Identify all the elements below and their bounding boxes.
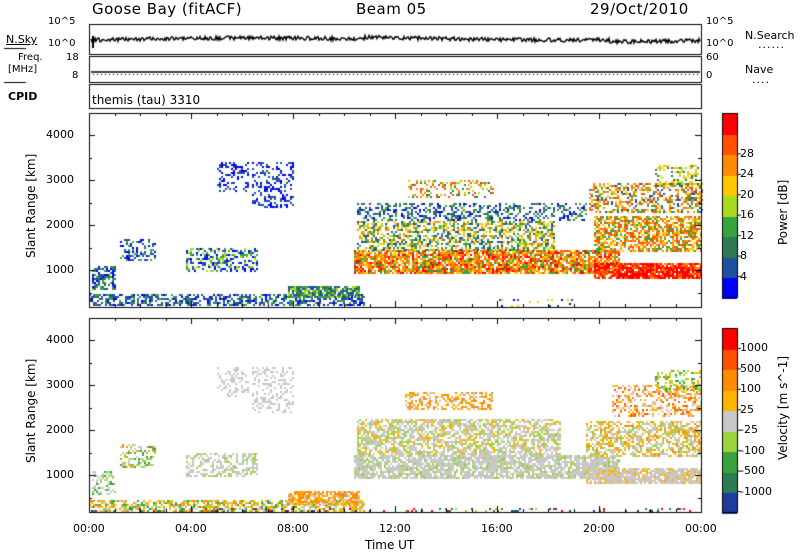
nave-tick-top: 60 xyxy=(706,52,719,63)
nsearch-legend-dots: ...... xyxy=(758,38,785,51)
x-tick-label: 00:00 xyxy=(73,522,105,535)
y-tick-label: 4000 xyxy=(46,127,74,141)
nave-tick-bottom: 0 xyxy=(706,70,713,81)
beam-title: Beam 05 xyxy=(356,0,427,18)
date-title: 29/Oct/2010 xyxy=(590,0,689,18)
nsearch-label: N.Search xyxy=(745,29,795,42)
noise-tick-top-left: 10^5 xyxy=(48,16,76,27)
y-tick-label: 1000 xyxy=(46,467,74,481)
colorbar-tick-label: 4 xyxy=(740,270,747,283)
colorbar-tick-label: -25 xyxy=(740,423,758,436)
x-axis-label: Time UT xyxy=(365,538,415,552)
station-title: Goose Bay (fitACF) xyxy=(92,0,243,18)
x-tick-label: 00:00 xyxy=(685,522,717,535)
colorbar-tick-label: 25 xyxy=(740,403,754,416)
colorbar-tick-label: 1000 xyxy=(740,341,768,354)
colorbar-tick-label: 100 xyxy=(740,382,761,395)
noise-tick-bottom-left: 10^0 xyxy=(48,38,76,49)
x-tick-label: 16:00 xyxy=(481,522,513,535)
freq-tick-top: 18 xyxy=(66,52,79,63)
colorbar-tick-label: 20 xyxy=(740,188,754,201)
colorbar-tick-label: 24 xyxy=(740,167,754,180)
colorbar-tick-label: 28 xyxy=(740,147,754,160)
y-tick-label: 4000 xyxy=(46,332,74,346)
nave-label: Nave xyxy=(745,63,774,76)
y-tick-label: 3000 xyxy=(46,377,74,391)
colorbar-tick-label: 8 xyxy=(740,249,747,262)
y-tick-label: 1000 xyxy=(46,262,74,276)
cpid-value: themis (tau) 3310 xyxy=(92,93,201,107)
colorbar-title: Velocity [m s^-1] xyxy=(776,355,790,460)
colorbar-tick-label: -1000 xyxy=(740,485,772,498)
y-tick-label: 2000 xyxy=(46,217,74,231)
y-axis-label: Slant Range [km] xyxy=(24,358,38,463)
noise-tick-top-right: 10^5 xyxy=(706,16,734,27)
freq-tick-bottom: 8 xyxy=(72,70,79,81)
y-tick-label: 3000 xyxy=(46,172,74,186)
colorbar-tick-label: -500 xyxy=(740,464,765,477)
colorbar-title: Power [dB] xyxy=(776,179,790,245)
freq-unit-label: [MHz] xyxy=(8,64,38,75)
freq-label: Freq. xyxy=(18,52,43,63)
x-tick-label: 20:00 xyxy=(583,522,615,535)
nsky-label: N.Sky xyxy=(6,33,38,46)
x-tick-label: 12:00 xyxy=(379,522,411,535)
colorbar-tick-label: 16 xyxy=(740,208,754,221)
x-tick-label: 08:00 xyxy=(277,522,309,535)
y-tick-label: 2000 xyxy=(46,422,74,436)
x-tick-label: 04:00 xyxy=(175,522,207,535)
colorbar-tick-label: 500 xyxy=(740,362,761,375)
noise-tick-bottom-right: 10^0 xyxy=(706,38,734,49)
colorbar-tick-label: 12 xyxy=(740,229,754,242)
y-axis-label: Slant Range [km] xyxy=(24,153,38,258)
nave-legend-dots: .... xyxy=(752,73,770,86)
colorbar-tick-label: -100 xyxy=(740,444,765,457)
cpid-label: CPID xyxy=(8,90,38,103)
